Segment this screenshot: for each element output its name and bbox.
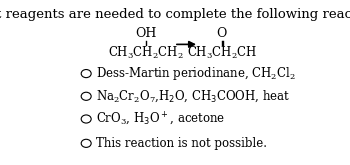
Text: O: O (217, 27, 227, 40)
Text: Dess-Martin periodinane, $\mathregular{CH_2Cl_2}$: Dess-Martin periodinane, $\mathregular{C… (96, 65, 296, 82)
Text: $\mathregular{CH_3CH_2CH}$: $\mathregular{CH_3CH_2CH}$ (187, 44, 257, 61)
Text: $\mathregular{CH_3CH_2CH_2}$: $\mathregular{CH_3CH_2CH_2}$ (108, 44, 184, 61)
Text: $\mathregular{CrO_3}$, H$_3$O$^+$, acetone: $\mathregular{CrO_3}$, H$_3$O$^+$, aceto… (96, 111, 225, 127)
Text: What reagents are needed to complete the following reaction?: What reagents are needed to complete the… (0, 8, 350, 21)
Text: $\mathregular{Na_2Cr_2O_7}$,H$_2$O, CH$_3$COOH, heat: $\mathregular{Na_2Cr_2O_7}$,H$_2$O, CH$_… (96, 89, 290, 104)
Text: OH: OH (135, 27, 157, 40)
Text: This reaction is not possible.: This reaction is not possible. (96, 137, 267, 150)
